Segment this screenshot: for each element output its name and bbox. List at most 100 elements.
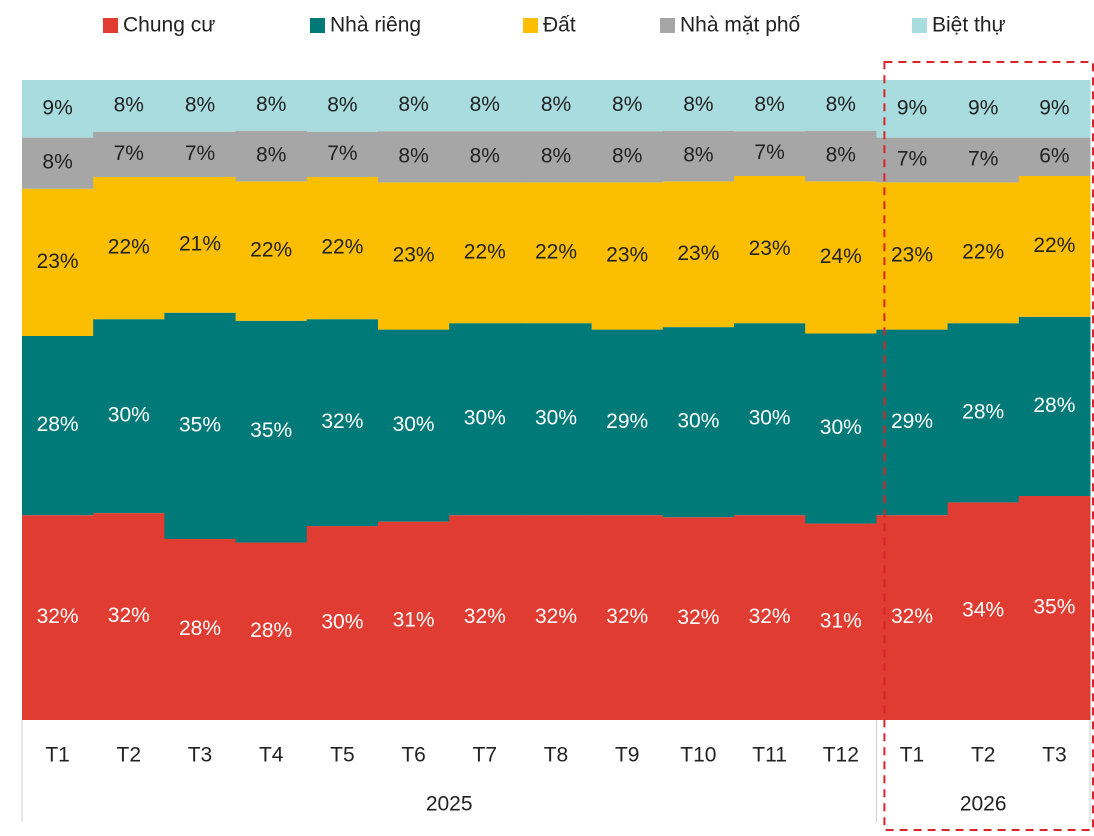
value-label: 8% — [398, 93, 428, 116]
bar-segment — [449, 323, 521, 516]
bar-segment — [591, 131, 664, 183]
legend-label: Chung cư — [123, 14, 215, 37]
bar-segment — [947, 323, 1020, 503]
x-tick-label: T11 — [752, 744, 787, 767]
x-tick-label: T6 — [401, 744, 426, 767]
bar-segment — [164, 80, 237, 132]
value-label: 23% — [37, 250, 79, 273]
x-tick-label: T3 — [188, 744, 213, 767]
bar-segment — [449, 182, 521, 324]
bar-segment — [662, 130, 735, 182]
bar-segment — [805, 181, 877, 334]
value-label: 7% — [114, 142, 144, 165]
bar-segment — [520, 131, 593, 183]
value-label: 28% — [1033, 394, 1075, 417]
legend-label: Nhà mặt phố — [680, 14, 801, 37]
bar-segment — [662, 181, 735, 328]
x-tick-label: T8 — [544, 744, 569, 767]
value-label: 6% — [1039, 144, 1069, 167]
value-label: 8% — [541, 93, 571, 116]
bar-segment — [591, 329, 664, 516]
value-label: 35% — [250, 419, 292, 442]
bar-segment — [1018, 316, 1091, 496]
value-label: 8% — [826, 93, 856, 116]
legend-swatch — [103, 18, 118, 33]
bar-segment — [734, 80, 806, 132]
value-label: 30% — [820, 416, 862, 439]
value-label: 8% — [541, 144, 571, 167]
legend-swatch — [912, 18, 927, 33]
value-label: 32% — [321, 410, 363, 433]
bar-segment — [876, 515, 949, 720]
value-label: 23% — [891, 244, 933, 267]
value-label: 8% — [612, 144, 642, 167]
bar-segment — [805, 80, 877, 131]
bar-segment — [947, 80, 1020, 138]
x-tick-label: T10 — [680, 744, 716, 767]
value-label: 8% — [42, 151, 72, 174]
bar-segment — [306, 176, 379, 320]
value-label: 8% — [683, 144, 713, 167]
bar-segment — [520, 515, 593, 720]
value-label: 31% — [393, 608, 435, 631]
value-label: 30% — [749, 407, 791, 430]
bar-segment — [378, 131, 450, 183]
value-label: 7% — [754, 141, 784, 164]
bar-segment — [93, 319, 165, 514]
bar-segment — [235, 80, 308, 131]
value-label: 8% — [398, 144, 428, 167]
value-label: 22% — [321, 236, 363, 259]
value-label: 32% — [749, 605, 791, 628]
value-label: 22% — [1033, 234, 1075, 257]
bar-segment — [591, 515, 664, 720]
bar-segment — [662, 80, 735, 131]
value-label: 30% — [108, 404, 150, 427]
value-label: 29% — [891, 410, 933, 433]
bar-segment — [1018, 496, 1091, 720]
bar-segment — [520, 323, 593, 516]
value-label: 30% — [535, 407, 577, 430]
value-label: 32% — [606, 605, 648, 628]
bar-segment — [947, 137, 1020, 183]
x-tick-label: T2 — [117, 744, 142, 767]
bar-segment — [235, 542, 308, 720]
value-label: 8% — [754, 93, 784, 116]
bar-segment — [378, 182, 450, 330]
value-label: 8% — [256, 144, 286, 167]
bar-segment — [876, 329, 949, 516]
value-label: 34% — [962, 599, 1004, 622]
bar-segment — [876, 182, 949, 330]
bar-segment — [805, 523, 877, 720]
bar-segment — [378, 80, 450, 132]
x-tick-label: T1 — [45, 744, 70, 767]
bar-segment — [306, 319, 379, 527]
value-label: 9% — [968, 96, 998, 119]
value-label: 22% — [464, 240, 506, 263]
value-label: 22% — [535, 240, 577, 263]
bar-segment — [93, 80, 165, 132]
bar-segment — [876, 80, 949, 138]
value-label: 8% — [114, 93, 144, 116]
value-label: 8% — [683, 93, 713, 116]
value-label: 22% — [250, 239, 292, 262]
bar-segment — [591, 182, 664, 330]
value-label: 32% — [891, 605, 933, 628]
bar-segment — [164, 538, 237, 720]
x-tick-label: T3 — [1042, 744, 1067, 767]
bar-segment — [734, 323, 806, 516]
bar-segment — [164, 131, 237, 177]
x-tick-label: T12 — [823, 744, 859, 767]
x-tick-label: T9 — [615, 744, 640, 767]
bar-segment — [449, 80, 521, 132]
bar-segment — [449, 515, 521, 720]
value-label: 22% — [108, 236, 150, 259]
bar-segment — [235, 320, 308, 543]
bar-segment — [235, 181, 308, 321]
value-label: 35% — [1033, 596, 1075, 619]
bar-segment — [93, 131, 165, 177]
bar-segment — [164, 176, 237, 313]
value-label: 21% — [179, 232, 221, 255]
value-label: 22% — [962, 240, 1004, 263]
bar-segment — [591, 80, 664, 132]
legend-swatch — [523, 18, 538, 33]
